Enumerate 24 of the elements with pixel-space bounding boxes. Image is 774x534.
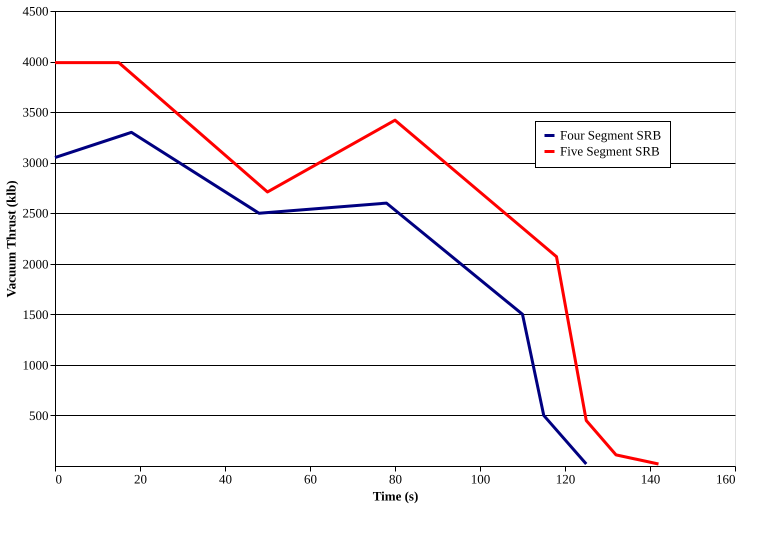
y-tick-label: 2500 [22,206,48,221]
line-series [54,61,660,466]
x-tick-label: 160 [716,472,736,486]
y-tick-label: 1500 [22,306,48,322]
y-tick-label: 1000 [22,357,48,372]
y-tick-label: 500 [29,408,48,423]
x-tick-label: 20 [134,472,147,486]
x-tick-label: 100 [470,472,490,486]
y-tick-label: 4500 [22,4,48,18]
x-tick-label: 60 [304,472,317,486]
x-tick-label: 0 [56,472,62,486]
y-axis-title: Vacuum Thrust (klb) [4,180,18,298]
legend-label: Five Segment SRB [560,144,660,158]
y-tick-label: 3000 [22,155,48,170]
y-tick-label: 2000 [22,256,48,272]
legend-label: Four Segment SRB [560,128,662,142]
x-tick-label: 120 [556,472,576,486]
y-tick-label: 3500 [22,104,48,120]
x-tick-label: 40 [219,472,232,486]
x-axis-title: Time (s) [372,488,418,504]
x-tick-label: 140 [640,472,660,486]
x-tick-label: 80 [389,472,402,486]
y-tick-label: 4000 [22,54,48,70]
line-series [54,130,588,466]
